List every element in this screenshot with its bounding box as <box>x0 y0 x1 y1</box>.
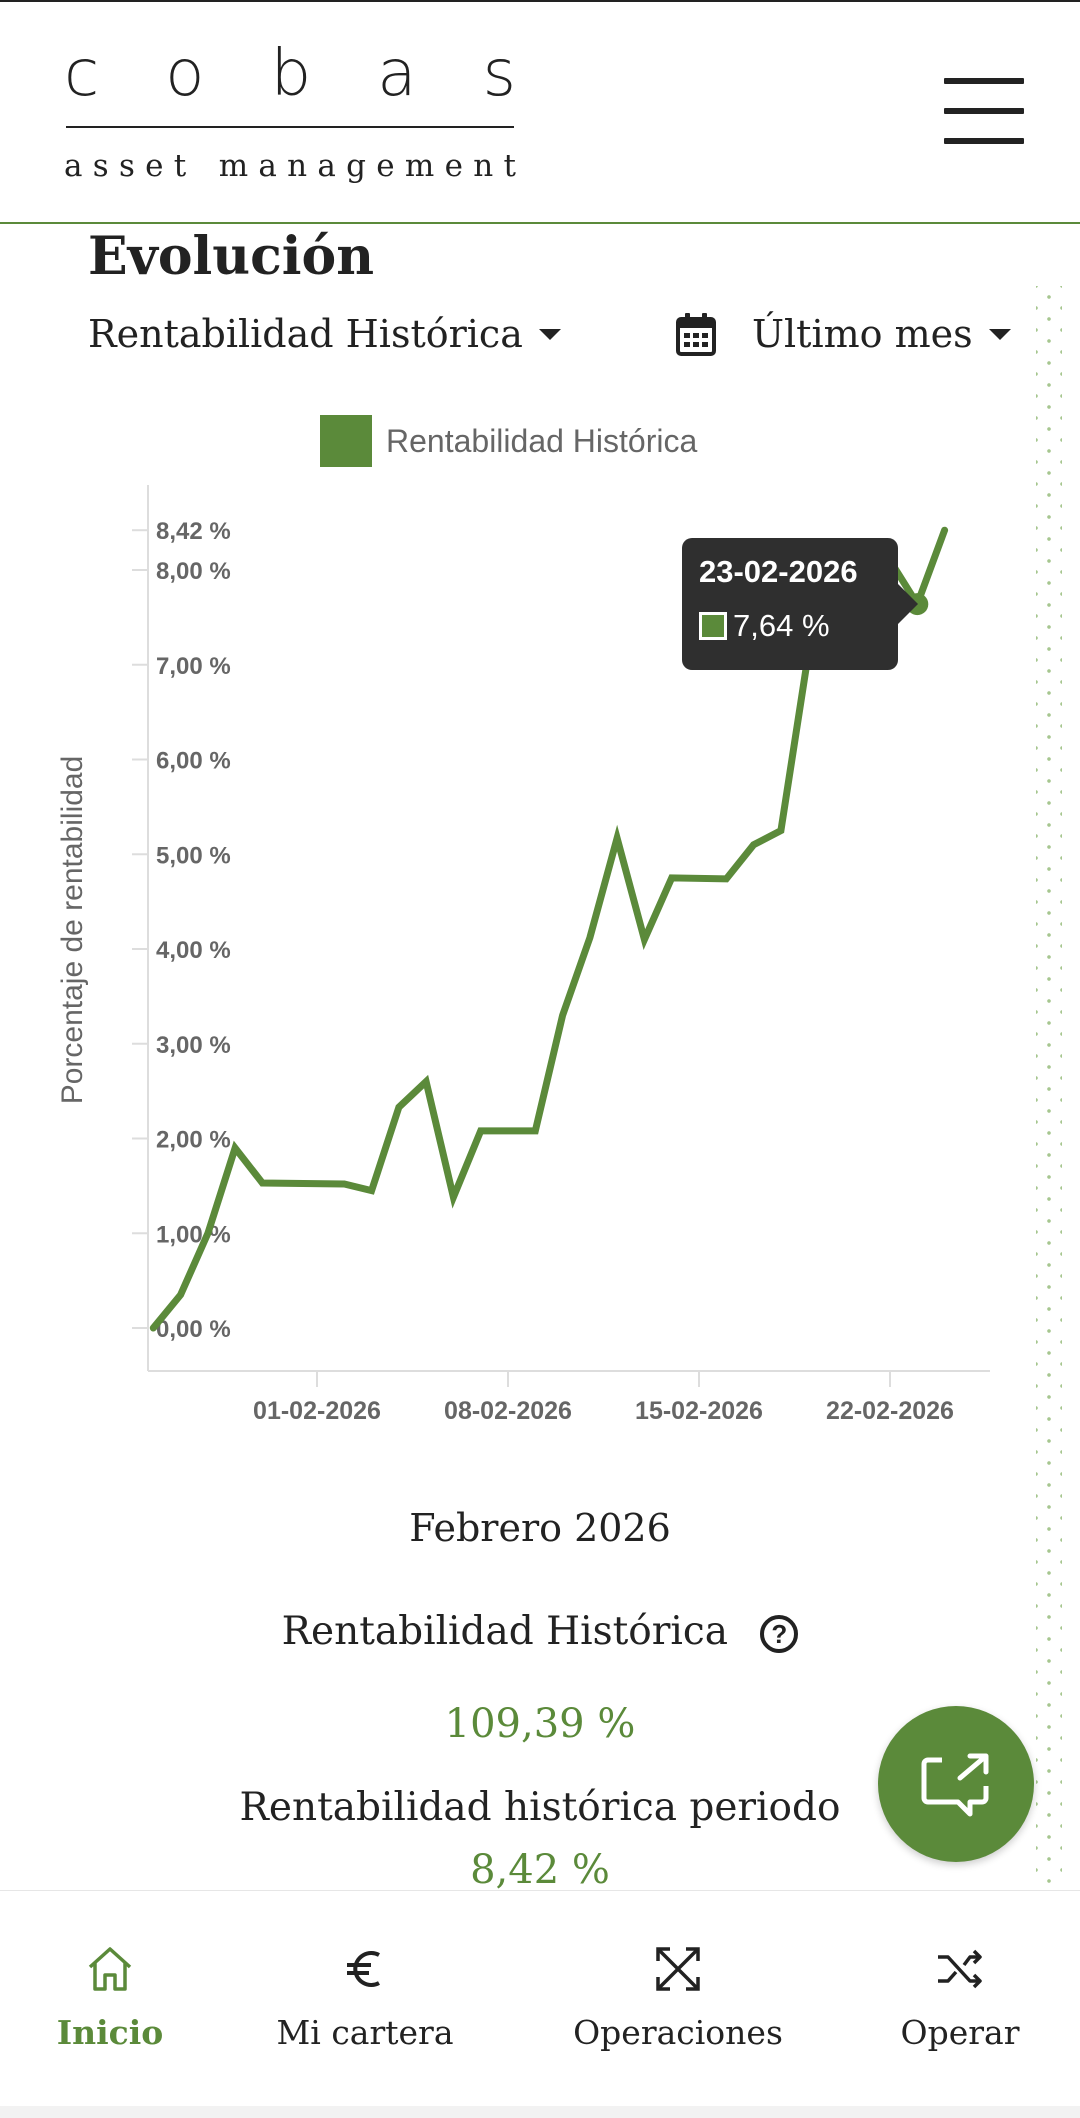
logo-letter: c <box>64 37 100 111</box>
y-tick-label: 6,00 % <box>156 748 231 775</box>
euro-icon <box>347 1951 380 1987</box>
x-tick-label: 01-02-2026 <box>253 1397 381 1425</box>
tooltip-value: 7,64 % <box>733 608 830 643</box>
logo-letter: a <box>377 37 417 111</box>
logo-divider <box>66 126 514 128</box>
nav-label: Inicio <box>56 2013 164 2052</box>
calendar-icon <box>676 312 716 356</box>
logo-sub-letter: e <box>376 148 395 184</box>
system-home-bar <box>0 2106 1080 2118</box>
nav-item-inicio[interactable]: Inicio <box>40 1891 180 2091</box>
logo-sub-letter: a <box>317 148 336 184</box>
nav-label: Mi cartera <box>276 2013 454 2052</box>
logo-sub-letter: s <box>118 148 135 184</box>
y-tick-label: 8,42 % <box>156 518 231 545</box>
historic-return-label: Rentabilidad Histórica <box>281 1609 728 1654</box>
period-dropdown[interactable]: Último mes <box>676 306 1011 362</box>
x-tick-label: 22-02-2026 <box>826 1397 954 1425</box>
top-border <box>0 0 1080 2</box>
logo-sub-letter: g <box>346 148 367 184</box>
y-tick-label: 1,00 % <box>156 1221 231 1248</box>
logo-sub-letter: n <box>287 148 308 184</box>
decorative-dots <box>1036 286 1062 1896</box>
metric-dropdown[interactable]: Rentabilidad Histórica <box>88 306 561 362</box>
caret-down-icon <box>538 328 561 340</box>
x-tick-label: 15-02-2026 <box>635 1397 763 1425</box>
legend-swatch <box>320 415 372 467</box>
nav-item-operaciones[interactable]: Operaciones <box>565 1891 791 2091</box>
y-tick-label: 0,00 % <box>156 1316 231 1343</box>
evolution-chart[interactable]: Rentabilidad Histórica 0,00 % 1,00 % 2,00 … <box>40 395 1010 1450</box>
period-return-value: 8,42 % <box>470 1847 610 1893</box>
logo-sub-letter: e <box>145 148 164 184</box>
nav-label: Operaciones <box>573 2013 783 2052</box>
y-tick-label: 2,00 % <box>156 1127 231 1154</box>
y-tick-label: 4,00 % <box>156 937 231 964</box>
y-tick-label: 3,00 % <box>156 1032 231 1059</box>
shuffle-icon <box>938 1949 982 1989</box>
caret-down-icon <box>988 328 1011 340</box>
bottom-navigation: Inicio Mi cartera Operaciones Operar <box>0 1890 1080 2118</box>
nav-item-operar[interactable]: Operar <box>890 1891 1030 2091</box>
y-tick-label: 7,00 % <box>156 653 231 680</box>
metric-dropdown-label: Rentabilidad Histórica <box>88 312 523 356</box>
legend-label: Rentabilidad Histórica <box>386 422 698 459</box>
tooltip-swatch <box>699 612 727 640</box>
logo-sub-letter: s <box>92 148 109 184</box>
tooltip-date: 23-02-2026 <box>699 554 858 589</box>
y-tick-label: 5,00 % <box>156 842 231 869</box>
period-dropdown-label: Último mes <box>752 312 973 356</box>
period-return-label: Rentabilidad histórica periodo <box>239 1785 841 1830</box>
logo-sub-letter: m <box>404 148 435 184</box>
nav-item-mi-cartera[interactable]: Mi cartera <box>270 1891 460 2091</box>
historic-return-value: 109,39 % <box>444 1701 636 1747</box>
logo-letter: s <box>482 37 516 111</box>
logo-sub-letter <box>196 146 208 186</box>
help-circle-icon[interactable]: ? <box>760 1615 799 1653</box>
y-tick-label: 8,00 % <box>156 558 231 585</box>
chat-share-icon <box>921 1753 989 1817</box>
header-divider <box>0 222 1080 224</box>
chart-legend[interactable]: Rentabilidad Histórica <box>320 415 697 467</box>
logo-sub-letter: t <box>173 148 187 184</box>
y-axis-label: Porcentaje de rentabilidad <box>56 756 89 1105</box>
hamburger-menu-icon[interactable] <box>944 78 1024 144</box>
logo-sub-letter: t <box>503 148 516 184</box>
arrows-cross-icon <box>656 1947 700 1991</box>
chart-tooltip: 23-02-2026 7,64 % <box>682 538 918 670</box>
logo-letter: b <box>270 37 312 111</box>
logo-sub-letter: m <box>218 148 249 184</box>
tooltip-row: 7,64 % <box>699 608 830 644</box>
section-title: Evolución <box>88 226 374 287</box>
chart-svg: 0,00 % 1,00 % 2,00 % 3,00 % 4,00 % 5,00 % 6,00… <box>56 485 990 1425</box>
logo-sub-letter: a <box>258 148 277 184</box>
x-tick-label: 08-02-2026 <box>444 1397 572 1425</box>
logo-letter: o <box>165 37 205 111</box>
nav-label: Operar <box>900 2013 1020 2052</box>
home-icon <box>88 1947 132 1991</box>
historic-return-label-row: Rentabilidad Histórica ? <box>0 1604 1080 1660</box>
logo-wordmark: c o b a s <box>64 38 516 110</box>
logo-sub-letter: n <box>473 148 494 184</box>
chat-fab-button[interactable] <box>878 1706 1034 1862</box>
period-title: Febrero 2026 <box>409 1506 671 1550</box>
logo-sub-letter: a <box>64 148 83 184</box>
logo-sub-letter: e <box>444 148 463 184</box>
